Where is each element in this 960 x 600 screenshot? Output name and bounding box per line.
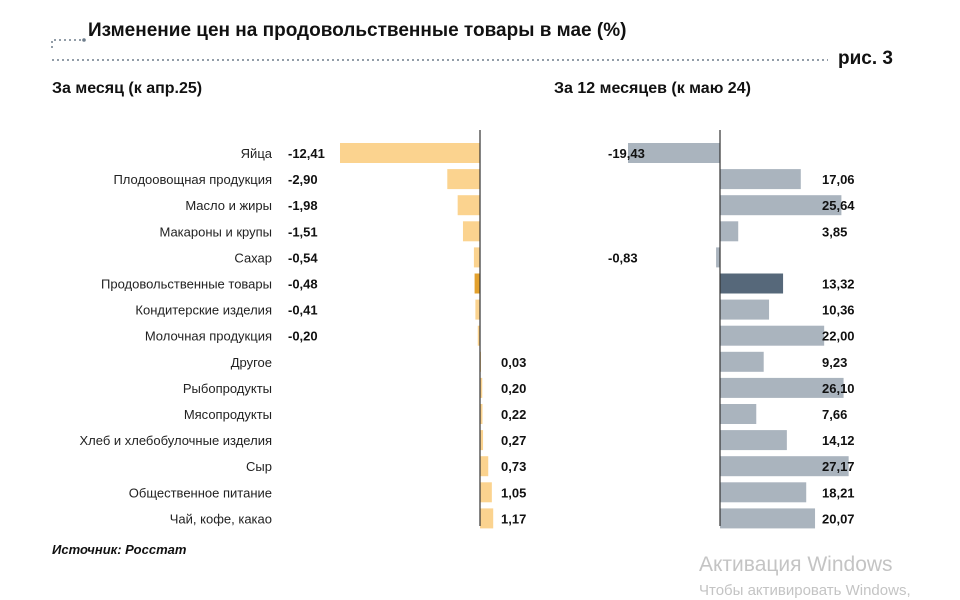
yearly-bar bbox=[720, 273, 784, 294]
monthly-value-label: 0,20 bbox=[501, 381, 526, 396]
monthly-bar bbox=[480, 377, 483, 398]
monthly-bar bbox=[340, 143, 480, 163]
monthly-value-label: 0,03 bbox=[501, 355, 526, 370]
monthly-value-label: 1,17 bbox=[501, 511, 526, 526]
windows-activation-watermark: Активация Windows bbox=[699, 553, 893, 576]
yearly-bar bbox=[720, 404, 757, 424]
yearly-value-label: 7,66 bbox=[822, 407, 847, 422]
monthly-value-label: -0,20 bbox=[288, 329, 318, 344]
monthly-panel-title: За месяц (к апр.25) bbox=[52, 80, 203, 97]
yearly-value-label: 14,12 bbox=[822, 433, 855, 448]
monthly-bar bbox=[477, 325, 480, 346]
monthly-value-label: -1,51 bbox=[288, 224, 318, 239]
monthly-value-label: -1,98 bbox=[288, 198, 318, 213]
yearly-bar bbox=[720, 195, 842, 216]
yearly-bar bbox=[720, 351, 764, 372]
yearly-bar bbox=[720, 430, 787, 451]
yearly-value-label: 10,36 bbox=[822, 303, 855, 318]
monthly-bar bbox=[480, 404, 483, 424]
yearly-bar bbox=[628, 143, 720, 163]
yearly-bar bbox=[720, 299, 770, 320]
yearly-value-label: 22,00 bbox=[822, 329, 855, 344]
category-label: Масло и жиры bbox=[185, 198, 272, 213]
monthly-bar bbox=[474, 273, 480, 294]
yearly-bar bbox=[720, 482, 807, 503]
yearly-panel-title: За 12 месяцев (к маю 24) bbox=[554, 80, 751, 97]
yearly-bar bbox=[716, 247, 720, 268]
monthly-bar bbox=[457, 195, 480, 216]
figure-label: рис. 3 bbox=[838, 48, 893, 69]
category-label: Чай, кофе, какао bbox=[170, 511, 272, 526]
yearly-value-label: 26,10 bbox=[822, 381, 855, 396]
chart-title: Изменение цен на продовольственные товар… bbox=[88, 20, 627, 41]
yearly-value-label: -19,43 bbox=[608, 146, 645, 161]
yearly-value-label: -0,83 bbox=[608, 250, 638, 265]
category-label: Другое bbox=[231, 355, 272, 370]
monthly-value-label: -0,54 bbox=[288, 250, 318, 265]
category-label: Мясопродукты bbox=[184, 407, 272, 422]
category-label: Яйца bbox=[241, 146, 273, 161]
monthly-value-label: -2,90 bbox=[288, 172, 318, 187]
monthly-bar bbox=[447, 169, 480, 190]
category-label: Сыр bbox=[246, 459, 272, 474]
yearly-bar bbox=[720, 456, 849, 477]
monthly-bar bbox=[475, 299, 480, 320]
monthly-bar bbox=[480, 430, 484, 451]
yearly-bar bbox=[720, 377, 844, 398]
monthly-value-label: -0,41 bbox=[288, 303, 318, 318]
category-label: Хлеб и хлебобулочные изделия bbox=[79, 433, 272, 448]
yearly-value-label: 17,06 bbox=[822, 172, 855, 187]
monthly-bar bbox=[480, 508, 494, 529]
yearly-bar bbox=[720, 325, 825, 346]
yearly-bar bbox=[720, 508, 816, 529]
category-label: Рыбопродукты bbox=[183, 381, 272, 396]
monthly-value-label: -0,48 bbox=[288, 277, 318, 292]
monthly-bar bbox=[462, 221, 480, 242]
category-label: Макароны и крупы bbox=[159, 224, 272, 239]
yearly-value-label: 9,23 bbox=[822, 355, 847, 370]
yearly-value-label: 18,21 bbox=[822, 485, 855, 500]
monthly-value-label: 1,05 bbox=[501, 485, 526, 500]
category-label: Кондитерские изделия bbox=[135, 303, 272, 318]
monthly-bar bbox=[480, 456, 489, 477]
yearly-bar bbox=[720, 221, 739, 242]
yearly-value-label: 13,32 bbox=[822, 277, 855, 292]
windows-activation-watermark-subtitle: Чтобы активировать Windows, bbox=[699, 582, 911, 599]
category-label: Продовольственные товары bbox=[101, 277, 272, 292]
source-note: Источник: Росстат bbox=[52, 542, 187, 557]
category-label: Плодоовощная продукция bbox=[113, 172, 272, 187]
yearly-bar bbox=[720, 169, 801, 190]
category-label: Общественное питание bbox=[129, 485, 272, 500]
yearly-value-label: 3,85 bbox=[822, 224, 847, 239]
category-label: Молочная продукция bbox=[145, 329, 272, 344]
monthly-value-label: -12,41 bbox=[288, 146, 325, 161]
monthly-bar bbox=[480, 482, 492, 503]
yearly-value-label: 25,64 bbox=[822, 198, 855, 213]
category-label: Сахар bbox=[234, 250, 272, 265]
yearly-value-label: 20,07 bbox=[822, 511, 855, 526]
monthly-value-label: 0,22 bbox=[501, 407, 526, 422]
yearly-value-label: 27,17 bbox=[822, 459, 855, 474]
monthly-value-label: 0,27 bbox=[501, 433, 526, 448]
monthly-bar bbox=[473, 247, 480, 268]
monthly-value-label: 0,73 bbox=[501, 459, 526, 474]
